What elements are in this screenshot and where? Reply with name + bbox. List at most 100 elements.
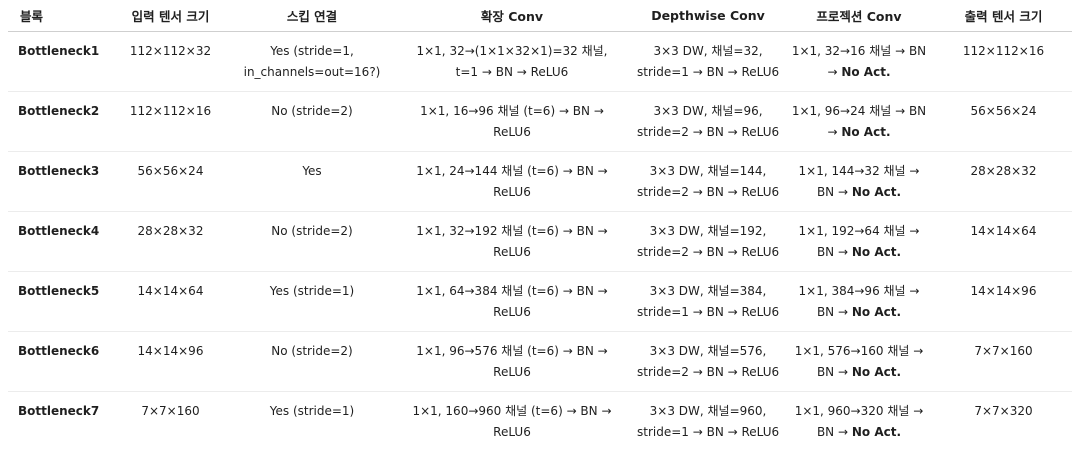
cell-projection-conv: 1×1, 96→24 채널 → BN → No Act. [783,91,935,152]
table-row: Bottleneck6 14×14×96 No (stride=2) 1×1, 96→… [8,331,1072,392]
cell-input-size: 14×14×64 [108,271,233,332]
depthwise-line: stride=2 → BN → ReLU6 [637,245,780,259]
projection-prefix: BN → [816,365,852,379]
expand-line: ReLU6 [493,365,531,379]
cell-projection-conv: 1×1, 576→160 채널 → BN → No Act. [783,331,935,392]
cell-projection-conv: 1×1, 960→320 채널 → BN → No Act. [783,392,935,452]
cell-output-size: 14×14×64 [935,211,1072,272]
projection-line: BN → No Act. [787,242,931,263]
expand-line: ReLU6 [493,305,531,319]
depthwise-line: 3×3 DW, 채널=576, [649,344,767,358]
table-row: Bottleneck1 112×112×32 Yes (stride=1, in_ch… [8,31,1072,92]
projection-line: 1×1, 96→24 채널 → BN [791,104,927,118]
cell-projection-conv: 1×1, 192→64 채널 → BN → No Act. [783,211,935,272]
expand-line: 1×1, 32→(1×1×32×1)=32 채널, [416,44,608,58]
cell-expand-conv: 1×1, 24→144 채널 (t=6) → BN → ReLU6 [391,151,633,212]
cell-depthwise-conv: 3×3 DW, 채널=32, stride=1 → BN → ReLU6 [633,31,783,92]
skip-line: No (stride=2) [271,344,353,358]
depthwise-line: stride=2 → BN → ReLU6 [637,185,780,199]
cell-block: Bottleneck7 [18,404,100,418]
no-activation-label: No Act. [841,65,891,79]
bottleneck-table: 블록 입력 텐서 크기 스킵 연결 확장 Conv Depthwise Conv… [8,0,1072,452]
expand-line: 1×1, 32→192 채널 (t=6) → BN → [416,224,608,238]
projection-prefix: BN → [816,305,852,319]
cell-skip-connection: Yes (stride=1, in_channels=out=16?) [233,31,391,92]
cell-depthwise-conv: 3×3 DW, 채널=144, stride=2 → BN → ReLU6 [633,151,783,212]
expand-line: 1×1, 96→576 채널 (t=6) → BN → [416,344,608,358]
projection-line: → No Act. [787,122,931,143]
projection-prefix: → [827,125,842,139]
header-skip-connection: 스킵 연결 [233,0,391,32]
skip-line: Yes [302,164,322,178]
depthwise-line: 3×3 DW, 채널=144, [649,164,767,178]
cell-skip-connection: Yes (stride=1) [233,392,391,452]
header-projection-conv: 프로젝션 Conv [783,0,935,32]
cell-input-size: 7×7×160 [141,404,200,418]
cell-block: Bottleneck6 [8,331,108,392]
no-activation-label: No Act. [851,305,902,319]
depthwise-line: 3×3 DW, 채널=96, [653,104,763,118]
header-row: 블록 입력 텐서 크기 스킵 연결 확장 Conv Depthwise Conv… [8,0,1072,32]
projection-line: 1×1, 384→96 채널 → [798,284,920,298]
expand-line: 1×1, 160→960 채널 (t=6) → BN → [412,404,612,418]
cell-input-size: 112×112×32 [108,31,233,92]
no-activation-label: No Act. [841,125,891,139]
header-output-size: 출력 텐서 크기 [935,0,1072,32]
table-header: 블록 입력 텐서 크기 스킵 연결 확장 Conv Depthwise Conv… [8,0,1072,32]
depthwise-line: 3×3 DW, 채널=960, [649,404,767,418]
projection-line: 1×1, 144→32 채널 → [798,164,920,178]
cell-input-size: 56×56×24 [108,151,233,212]
projection-line: 1×1, 576→160 채널 → [794,344,924,358]
no-activation-label: No Act. [851,185,902,199]
expand-line: ReLU6 [493,185,531,199]
projection-line: BN → No Act. [787,302,931,323]
projection-line: 1×1, 960→320 채널 → [794,404,924,418]
cell-expand-conv: 1×1, 32→(1×1×32×1)=32 채널, t=1 → BN → ReLU… [391,31,633,92]
cell-input-size: 14×14×96 [108,331,233,392]
no-activation-label: No Act. [851,365,902,379]
cell-projection-conv: 1×1, 32→16 채널 → BN → No Act. [783,31,935,92]
projection-prefix: BN → [816,185,852,199]
cell-skip-connection: Yes [233,151,391,212]
projection-prefix: BN → [816,245,852,259]
cell-skip-connection: No (stride=2) [233,211,391,272]
projection-line: 1×1, 32→16 채널 → BN [791,44,927,58]
cell-skip-connection: Yes (stride=1) [233,271,391,332]
cell-projection-conv: 1×1, 144→32 채널 → BN → No Act. [783,151,935,212]
cell-output-size: 56×56×24 [935,91,1072,152]
cell-input-size: 28×28×32 [108,211,233,272]
header-depthwise-conv: Depthwise Conv [633,0,783,32]
cell-depthwise-conv: 3×3 DW, 채널=960, stride=1 → BN → ReLU6 [633,392,783,452]
depthwise-line: 3×3 DW, 채널=32, [653,44,763,58]
table-row: Bottleneck2 112×112×16 No (stride=2) 1×1, 1… [8,91,1072,152]
cell-expand-conv: 1×1, 32→192 채널 (t=6) → BN → ReLU6 [391,211,633,272]
cell-output-size: 28×28×32 [935,151,1072,212]
header-expand-conv: 확장 Conv [391,0,633,32]
expand-line: t=1 → BN → ReLU6 [455,65,569,79]
cell-depthwise-conv: 3×3 DW, 채널=192, stride=2 → BN → ReLU6 [633,211,783,272]
header-block: 블록 [8,0,108,32]
cell-expand-conv: 1×1, 96→576 채널 (t=6) → BN → ReLU6 [391,331,633,392]
header-input-size: 입력 텐서 크기 [108,0,233,32]
expand-line: ReLU6 [493,125,531,139]
depthwise-line: 3×3 DW, 채널=192, [649,224,767,238]
cell-output-size: 112×112×16 [935,31,1072,92]
cell-output-size: 14×14×96 [935,271,1072,332]
depthwise-line: stride=2 → BN → ReLU6 [637,365,780,379]
table-row: Bottleneck4 28×28×32 No (stride=2) 1×1, 32→… [8,211,1072,272]
table-row: Bottleneck7 7×7×160 Yes (stride=1) 1×1, 160… [8,392,1072,452]
depthwise-line: stride=1 → BN → ReLU6 [637,425,780,439]
table-body: Bottleneck1 112×112×32 Yes (stride=1, in_ch… [8,31,1072,452]
skip-line: Yes (stride=1) [269,404,355,418]
expand-line: ReLU6 [493,245,531,259]
cell-block: Bottleneck1 [8,31,108,92]
projection-line: 1×1, 192→64 채널 → [798,224,920,238]
projection-prefix: BN → [816,425,852,439]
cell-depthwise-conv: 3×3 DW, 채널=384, stride=1 → BN → ReLU6 [633,271,783,332]
cell-expand-conv: 1×1, 64→384 채널 (t=6) → BN → ReLU6 [391,271,633,332]
table-row: Bottleneck5 14×14×64 Yes (stride=1) 1×1, 64… [8,271,1072,332]
cell-input-size: 112×112×16 [108,91,233,152]
cell-skip-connection: No (stride=2) [233,331,391,392]
table-row: Bottleneck3 56×56×24 Yes 1×1, 24→144 채널 (t=… [8,151,1072,212]
